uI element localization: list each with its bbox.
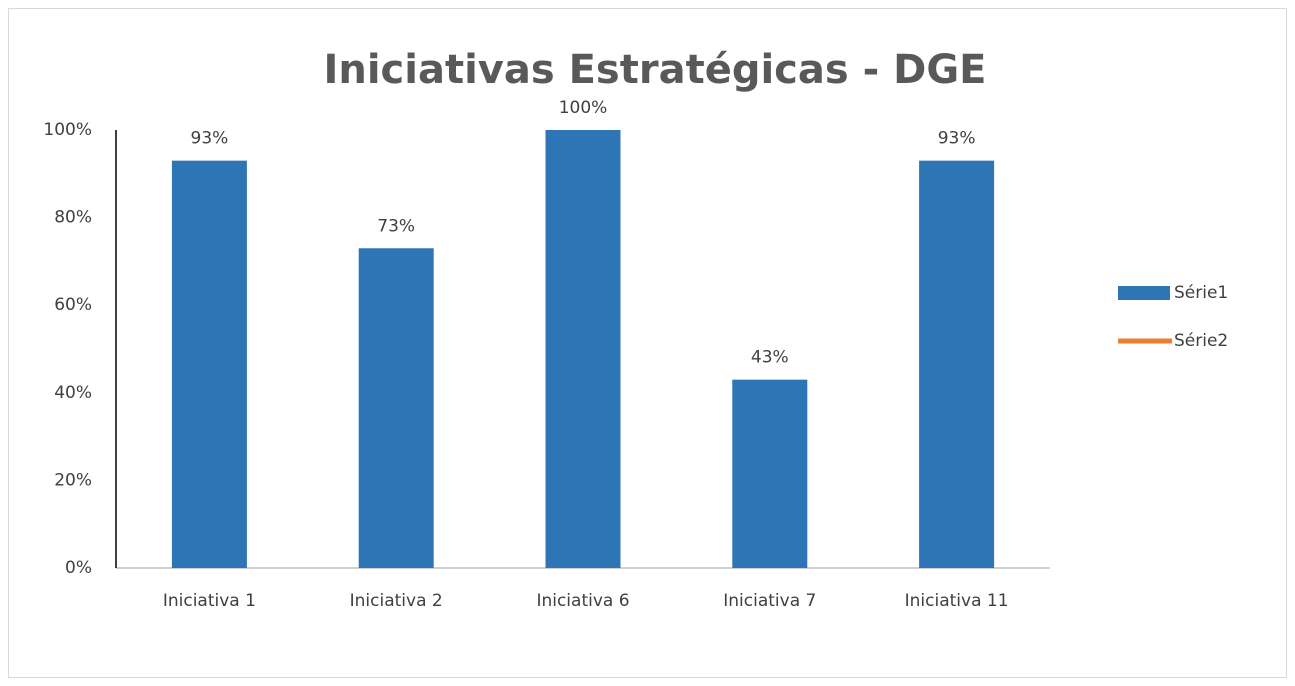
chart-title: Iniciativas Estratégicas - DGE	[323, 47, 986, 93]
legend-label: Série2	[1174, 331, 1228, 351]
bar	[919, 160, 995, 568]
data-label: 43%	[751, 348, 789, 368]
data-label: 93%	[191, 129, 229, 149]
x-tick-label: Iniciativa 2	[350, 591, 443, 611]
bar	[171, 160, 247, 568]
x-tick-label: Iniciativa 7	[723, 591, 816, 611]
bar	[732, 379, 808, 568]
y-tick-label: 80%	[54, 208, 92, 228]
y-tick-label: 20%	[54, 470, 92, 490]
y-tick-label: 60%	[54, 295, 92, 315]
data-label: 93%	[938, 129, 976, 149]
data-label: 100%	[559, 98, 608, 118]
y-tick-label: 100%	[43, 120, 92, 140]
bar	[358, 248, 434, 568]
bar	[545, 130, 621, 568]
legend-label: Série1	[1174, 283, 1228, 303]
x-tick-label: Iniciativa 1	[163, 591, 256, 611]
y-tick-label: 40%	[54, 383, 92, 403]
x-tick-label: Iniciativa 6	[536, 591, 629, 611]
y-tick-label: 0%	[65, 558, 92, 578]
legend-swatch	[1118, 286, 1170, 300]
data-label: 73%	[377, 216, 415, 236]
x-tick-label: Iniciativa 11	[905, 591, 1009, 611]
